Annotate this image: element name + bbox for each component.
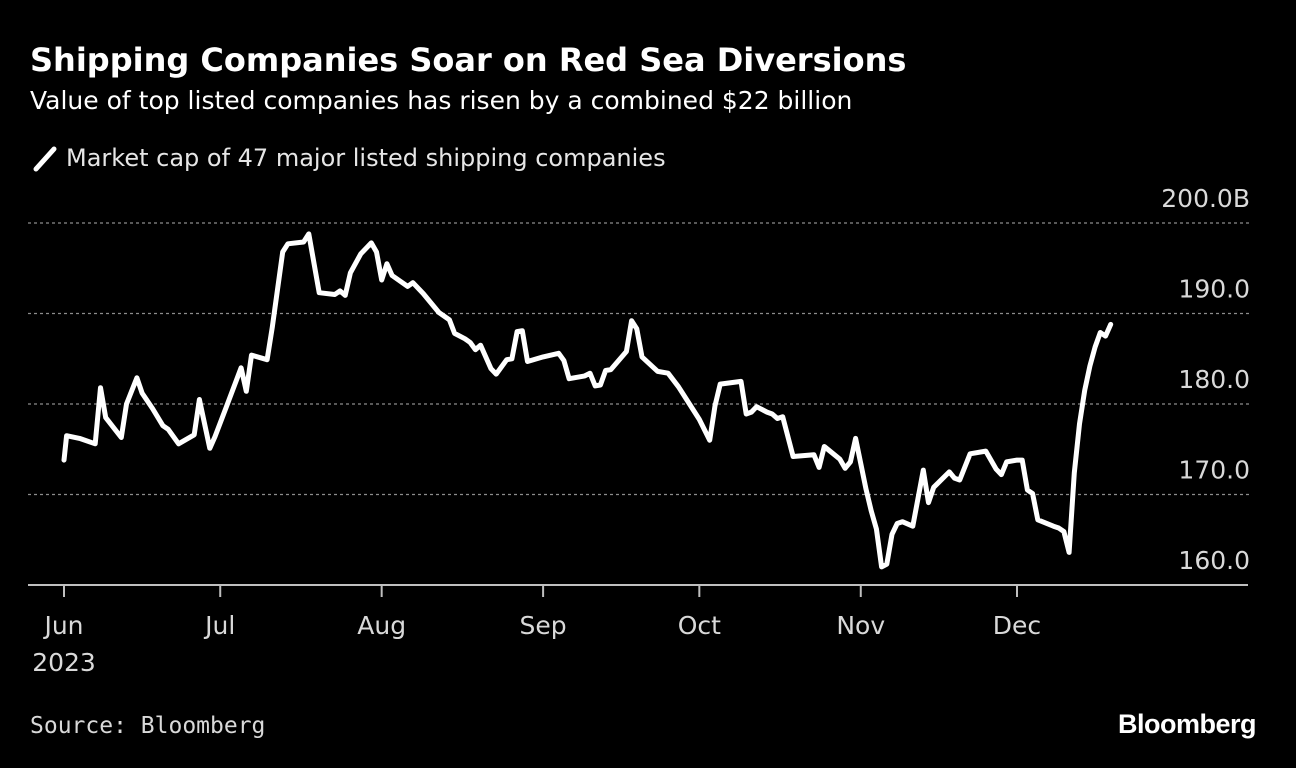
x-tick-label: Oct xyxy=(678,611,721,640)
x-tick-label: Jun xyxy=(42,611,83,640)
y-tick-label: 200.0B xyxy=(1161,184,1250,213)
x-tick-label: Dec xyxy=(993,611,1041,640)
chart-title: Shipping Companies Soar on Red Sea Diver… xyxy=(30,41,907,79)
legend-swatch-icon xyxy=(33,146,57,172)
series-layer xyxy=(61,231,1114,570)
source-note: Source: Bloomberg xyxy=(30,713,266,739)
legend: Market cap of 47 major listed shipping c… xyxy=(30,140,666,176)
x-tick-label: Jul xyxy=(203,611,235,640)
y-tick-label: 190.0 xyxy=(1178,275,1250,304)
x-tick-sublabel: 2023 xyxy=(32,648,96,677)
chart-subtitle: Value of top listed companies has risen … xyxy=(30,86,853,115)
x-tick-label: Aug xyxy=(357,611,406,640)
x-axis: Jun 2023 Jul Aug Sep Oct Nov Dec xyxy=(28,584,1248,677)
y-tick-label: 180.0 xyxy=(1178,365,1250,394)
x-tick-label: Sep xyxy=(520,611,567,640)
x-tick-label: Nov xyxy=(836,611,885,640)
y-tick-label: 160.0 xyxy=(1178,546,1250,575)
series-line xyxy=(61,231,1114,570)
y-tick-label: 170.0 xyxy=(1178,456,1250,485)
bloomberg-logo: Bloomberg xyxy=(1117,709,1257,739)
y-axis: 200.0B 190.0 180.0 170.0 160.0 xyxy=(1161,184,1250,575)
grid-layer xyxy=(28,222,1250,496)
line-chart: Jun 2023 Jul Aug Sep Oct Nov Dec 200.0B 190.0 180… xyxy=(28,184,1250,677)
legend-label: Market cap of 47 major listed shipping c… xyxy=(66,144,666,172)
